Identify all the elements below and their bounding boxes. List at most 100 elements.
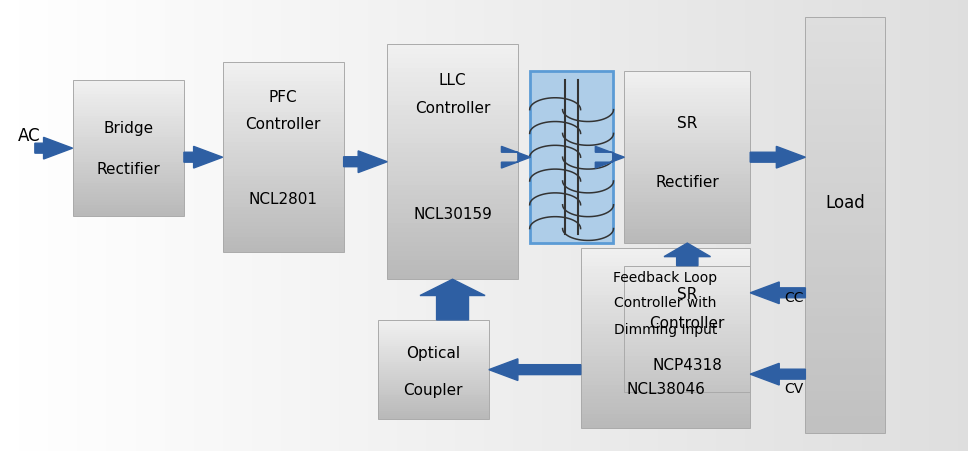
Bar	[581, 421, 750, 425]
Bar	[624, 387, 750, 390]
Bar	[624, 301, 750, 304]
Bar	[852, 0, 862, 451]
Bar	[716, 0, 726, 451]
Bar	[73, 192, 184, 195]
Bar	[678, 0, 687, 451]
Bar	[378, 410, 489, 411]
Bar	[581, 259, 750, 262]
Bar	[378, 384, 489, 386]
Bar	[624, 312, 750, 314]
Bar	[624, 345, 750, 347]
Bar	[581, 396, 750, 400]
Bar	[358, 0, 368, 451]
Bar	[73, 168, 184, 170]
Bar	[203, 0, 213, 451]
Bar	[805, 267, 885, 275]
Bar	[581, 262, 750, 266]
Text: CC: CC	[784, 291, 803, 304]
Bar	[624, 350, 750, 352]
Bar	[387, 69, 518, 73]
Bar	[73, 119, 184, 122]
Text: Bridge: Bridge	[104, 121, 153, 136]
Bar	[378, 328, 489, 330]
Bar	[339, 0, 348, 451]
Bar	[378, 405, 489, 408]
Polygon shape	[420, 280, 485, 320]
Bar	[805, 425, 885, 433]
Bar	[624, 237, 750, 240]
Bar	[223, 192, 344, 196]
Bar	[223, 177, 344, 180]
Bar	[871, 0, 881, 451]
Bar	[624, 274, 750, 276]
Bar	[387, 261, 518, 266]
Bar	[794, 0, 803, 451]
Bar	[624, 106, 750, 110]
Bar	[387, 242, 518, 247]
Bar	[223, 173, 344, 177]
Bar	[624, 216, 750, 220]
Bar	[581, 284, 750, 288]
Bar	[378, 374, 489, 376]
Bar	[73, 214, 184, 216]
Bar	[387, 125, 518, 129]
Bar	[624, 137, 750, 141]
Bar	[378, 320, 489, 322]
Bar	[697, 0, 707, 451]
Bar	[624, 385, 750, 387]
Bar	[68, 0, 77, 451]
Bar	[581, 331, 750, 335]
Bar	[73, 146, 184, 149]
Bar	[58, 0, 68, 451]
Bar	[624, 72, 750, 76]
Bar	[378, 348, 489, 350]
Bar	[910, 0, 920, 451]
Bar	[387, 45, 518, 50]
Bar	[73, 124, 184, 127]
Bar	[378, 360, 489, 362]
Bar	[378, 414, 489, 415]
Bar	[73, 87, 184, 89]
Bar	[223, 166, 344, 169]
Bar	[73, 187, 184, 189]
Bar	[213, 0, 223, 451]
Bar	[624, 127, 750, 130]
Bar	[624, 276, 750, 279]
Bar	[658, 0, 668, 451]
Text: Coupler: Coupler	[404, 382, 463, 397]
Bar	[73, 195, 184, 198]
Bar	[387, 270, 518, 275]
Bar	[949, 0, 958, 451]
Bar	[378, 342, 489, 344]
Bar	[581, 345, 750, 349]
Text: Controller: Controller	[415, 101, 490, 116]
Bar	[624, 226, 750, 230]
Bar	[387, 275, 518, 280]
Bar	[378, 358, 489, 360]
Bar	[73, 165, 184, 168]
Bar	[387, 87, 518, 92]
Polygon shape	[489, 359, 581, 381]
Bar	[624, 375, 750, 377]
Bar	[805, 408, 885, 416]
Bar	[624, 182, 750, 185]
Bar	[581, 418, 750, 421]
Bar	[387, 228, 518, 233]
Bar	[378, 322, 489, 324]
Bar	[378, 390, 489, 391]
Bar	[73, 92, 184, 95]
Bar	[581, 335, 750, 338]
Bar	[581, 281, 750, 284]
Bar	[73, 189, 184, 192]
Bar	[378, 344, 489, 346]
Bar	[378, 376, 489, 378]
Bar	[624, 307, 750, 309]
Bar	[223, 97, 344, 101]
Bar	[426, 0, 436, 451]
Bar	[581, 378, 750, 382]
Bar	[581, 288, 750, 291]
Bar	[624, 294, 750, 296]
Bar	[805, 217, 885, 226]
Bar	[805, 68, 885, 76]
Text: LLC: LLC	[439, 73, 467, 88]
